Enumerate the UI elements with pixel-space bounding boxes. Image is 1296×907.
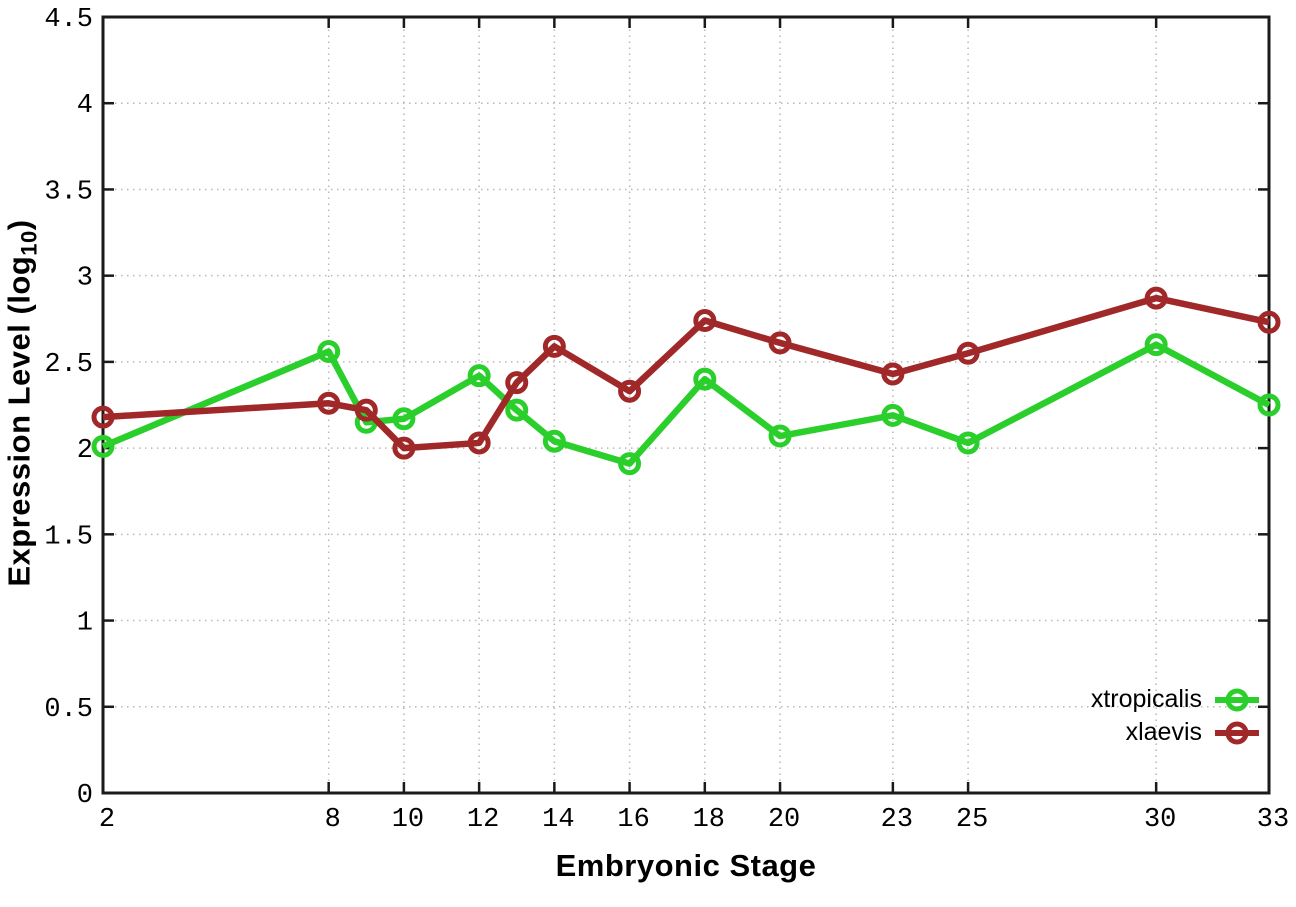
x-axis-title: Embryonic Stage	[555, 848, 817, 883]
series-xtropicalis	[91, 333, 1281, 476]
data-point-xlaevis-stage-13	[505, 371, 529, 395]
data-point-xtropicalis-stage-18	[693, 367, 717, 391]
y-tick-label: 3.5	[44, 177, 93, 207]
legend-label-xlaevis: xlaevis	[1125, 718, 1202, 746]
data-point-xlaevis-stage-12	[467, 431, 491, 455]
y-axis-title-subscript: 10	[16, 230, 42, 256]
data-point-xtropicalis-stage-33	[1257, 393, 1281, 417]
series-line-xtropicalis	[101, 341, 1271, 467]
data-point-xlaevis-stage-10	[392, 436, 416, 460]
y-tick-label: 2	[77, 436, 93, 466]
axis-ticks	[101, 15, 1271, 795]
x-tick-label: 23	[881, 805, 913, 835]
data-point-xtropicalis-stage-8	[317, 340, 341, 364]
data-point-xtropicalis-stage-14	[542, 429, 566, 453]
y-tick-label: 4.5	[44, 5, 93, 35]
x-tick-label: 16	[617, 805, 649, 835]
y-tick-label: 0	[77, 781, 93, 811]
x-tick-label: 8	[325, 805, 341, 835]
legend-marker-icon	[1215, 721, 1259, 744]
data-point-xtropicalis-stage-2	[91, 434, 115, 458]
legend: xtropicalis xlaevis	[1091, 683, 1260, 749]
x-tick-label: 33	[1257, 805, 1289, 835]
x-tick-label: 18	[693, 805, 725, 835]
data-point-xtropicalis-stage-16	[618, 452, 642, 476]
x-tick-label: 10	[392, 805, 424, 835]
y-axis-title-close-paren: )	[1, 219, 37, 231]
x-tick-labels: 2 8 10 12 14 16 18 20 23 25 30 33	[99, 805, 1289, 835]
data-point-xlaevis-stage-14	[542, 334, 566, 358]
x-tick-label: 30	[1144, 805, 1176, 835]
y-tick-label: 0.5	[44, 695, 93, 725]
legend-entry-xtropicalis: xtropicalis	[1091, 683, 1260, 716]
data-point-xtropicalis-stage-10	[392, 407, 416, 431]
y-axis-title-text: Expression Level (log	[1, 255, 37, 587]
y-tick-label: 3	[77, 264, 93, 294]
data-point-xlaevis-stage-18	[693, 309, 717, 333]
y-axis-title: Expression Level (log10)	[2, 219, 43, 586]
data-point-xtropicalis-stage-30	[1144, 333, 1168, 357]
x-tick-label: 12	[467, 805, 499, 835]
data-point-xlaevis-stage-16	[618, 379, 642, 403]
legend-marker-icon	[1215, 688, 1259, 711]
data-point-xlaevis-stage-9	[354, 398, 378, 422]
y-tick-labels: 0 0.5 1 1.5 2 2.5 3 3.5 4 4.5	[44, 5, 93, 811]
x-tick-label: 25	[956, 805, 988, 835]
series-xlaevis	[91, 286, 1281, 460]
legend-label-xtropicalis: xtropicalis	[1090, 685, 1202, 713]
data-point-xtropicalis-stage-13	[505, 398, 529, 422]
y-tick-label: 1.5	[44, 522, 93, 552]
x-tick-label: 20	[768, 805, 800, 835]
data-point-xlaevis-stage-8	[317, 391, 341, 415]
data-point-xlaevis-stage-25	[956, 341, 980, 365]
data-point-xlaevis-stage-30	[1144, 286, 1168, 310]
data-point-xlaevis-stage-20	[768, 331, 792, 355]
y-tick-label: 1	[77, 609, 93, 639]
data-point-xtropicalis-stage-20	[768, 424, 792, 448]
data-point-xlaevis-stage-23	[881, 362, 905, 386]
legend-entry-xlaevis: xlaevis	[1126, 716, 1260, 749]
data-point-xtropicalis-stage-12	[467, 364, 491, 388]
x-tick-label: 2	[99, 805, 115, 835]
data-point-xlaevis-stage-2	[91, 405, 115, 429]
y-tick-label: 4	[77, 91, 93, 121]
data-point-xtropicalis-stage-25	[956, 431, 980, 455]
y-tick-label: 2.5	[44, 350, 93, 380]
data-point-xlaevis-stage-33	[1257, 310, 1281, 334]
x-tick-label: 14	[542, 805, 574, 835]
data-point-xtropicalis-stage-23	[881, 403, 905, 427]
